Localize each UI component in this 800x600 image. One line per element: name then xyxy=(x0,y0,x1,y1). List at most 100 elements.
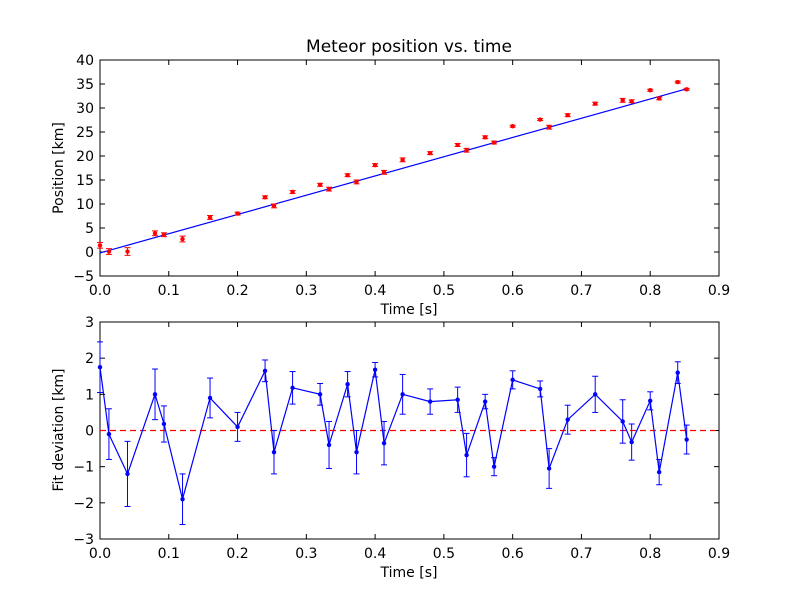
y-tick-label: 25 xyxy=(76,125,94,141)
deviation-point xyxy=(207,395,213,401)
deviation-point xyxy=(180,497,185,502)
data-point xyxy=(207,215,213,220)
y-tick-label: 5 xyxy=(85,221,94,237)
data-point xyxy=(372,162,378,168)
deviation-point xyxy=(491,464,497,469)
deviation-point xyxy=(106,431,112,437)
deviation-point xyxy=(345,382,350,387)
data-point xyxy=(381,170,387,175)
x-tick-label: 0.6 xyxy=(502,283,524,299)
deviation-point xyxy=(326,442,332,448)
x-tick-label: 0.6 xyxy=(502,546,524,562)
deviation-point xyxy=(675,370,680,375)
x-tick-label: 0.8 xyxy=(639,283,661,299)
deviation-point xyxy=(482,399,488,404)
deviation-plot: 0.0 0.1 0.2 0.3 0.4 0.5 0.6 0.7 0.8 0.9 −3 −2 −1 0 1 2 3 xyxy=(73,315,730,562)
deviation-point xyxy=(125,471,130,477)
y-tick-label: 15 xyxy=(76,173,94,189)
data-point xyxy=(180,236,185,242)
position-plot: 0.0 0.1 0.2 0.3 0.4 0.5 0.6 0.7 0.8 0.9 −5 0 5 10 15 20… xyxy=(73,53,730,299)
data-point xyxy=(656,96,662,101)
y-tick-label: −3 xyxy=(73,532,94,548)
deviation-point xyxy=(152,392,158,397)
deviation-line xyxy=(99,367,688,502)
y-tick-label: 35 xyxy=(76,77,94,93)
deviation-point xyxy=(656,469,662,475)
x-tick-label: 0.3 xyxy=(295,283,317,299)
data-point xyxy=(537,117,543,122)
data-point xyxy=(354,179,359,185)
deviation-point xyxy=(354,450,359,455)
x-tick-label: 0.7 xyxy=(570,283,592,299)
bottom-x-axis-label: Time [s] xyxy=(380,565,438,581)
x-tick-label: 0.7 xyxy=(570,546,592,562)
y-tick-label: 2 xyxy=(85,351,94,367)
deviation-point xyxy=(427,399,433,404)
data-point xyxy=(262,195,268,200)
data-point xyxy=(565,113,570,118)
chart-title: Meteor position vs. time xyxy=(306,37,512,57)
data-point xyxy=(290,189,295,195)
data-point xyxy=(106,249,112,254)
deviation-point xyxy=(97,365,103,370)
y-tick-label: 40 xyxy=(76,53,94,69)
data-point xyxy=(620,98,625,103)
deviation-point xyxy=(271,450,277,455)
x-tick-label: 0.2 xyxy=(226,283,248,299)
data-point xyxy=(400,157,405,163)
deviation-point xyxy=(510,377,515,383)
data-point xyxy=(510,124,515,129)
deviation-point xyxy=(546,466,552,471)
x-tick-label: 0.4 xyxy=(364,546,386,562)
data-point xyxy=(455,142,460,148)
y-tick-label: 0 xyxy=(85,245,94,261)
y-tick-label: 20 xyxy=(76,149,94,165)
deviation-point xyxy=(262,368,268,374)
data-point xyxy=(648,88,653,93)
data-point xyxy=(675,79,680,85)
deviation-point xyxy=(161,421,167,427)
data-point xyxy=(125,249,130,254)
y-tick-label: 3 xyxy=(85,315,94,331)
x-tick-label: 0.0 xyxy=(89,283,111,299)
data-point xyxy=(482,135,488,140)
data-point xyxy=(152,231,158,236)
x-tick-label: 0.5 xyxy=(433,283,455,299)
top-x-axis-label: Time [s] xyxy=(380,302,438,318)
deviation-point xyxy=(620,419,625,424)
deviation-point xyxy=(372,367,378,372)
deviation-point xyxy=(464,452,469,458)
data-point xyxy=(464,148,469,153)
deviation-point xyxy=(235,424,240,430)
deviation-point xyxy=(629,439,634,445)
data-point xyxy=(97,243,103,248)
y-tick-label: −1 xyxy=(73,460,94,476)
deviation-point xyxy=(648,398,653,404)
data-point xyxy=(593,101,598,106)
x-tick-label: 0.9 xyxy=(708,546,730,562)
y-tick-label: −5 xyxy=(73,269,94,285)
bottom-y-axis-label: Fit deviation [km] xyxy=(51,368,67,491)
deviation-point xyxy=(290,385,295,391)
deviation-point xyxy=(400,392,405,397)
deviation-point xyxy=(537,386,543,392)
data-point xyxy=(491,140,497,145)
x-tick-label: 0.1 xyxy=(158,283,180,299)
y-tick-label: −2 xyxy=(73,496,94,512)
x-tick-label: 0.9 xyxy=(708,283,730,299)
data-point xyxy=(326,186,332,192)
fit-line xyxy=(99,88,687,254)
x-tick-label: 0.3 xyxy=(295,546,317,562)
deviation-point xyxy=(684,437,689,442)
deviation-point xyxy=(381,440,387,446)
y-tick-label: 1 xyxy=(85,387,94,403)
plot-frame xyxy=(99,59,720,277)
data-point xyxy=(317,182,323,187)
deviation-point xyxy=(593,392,598,397)
y-tick-label: 30 xyxy=(76,101,94,117)
data-point xyxy=(684,87,689,92)
deviation-point xyxy=(455,397,460,402)
deviation-point xyxy=(565,417,570,422)
x-tick-label: 0.2 xyxy=(226,546,248,562)
